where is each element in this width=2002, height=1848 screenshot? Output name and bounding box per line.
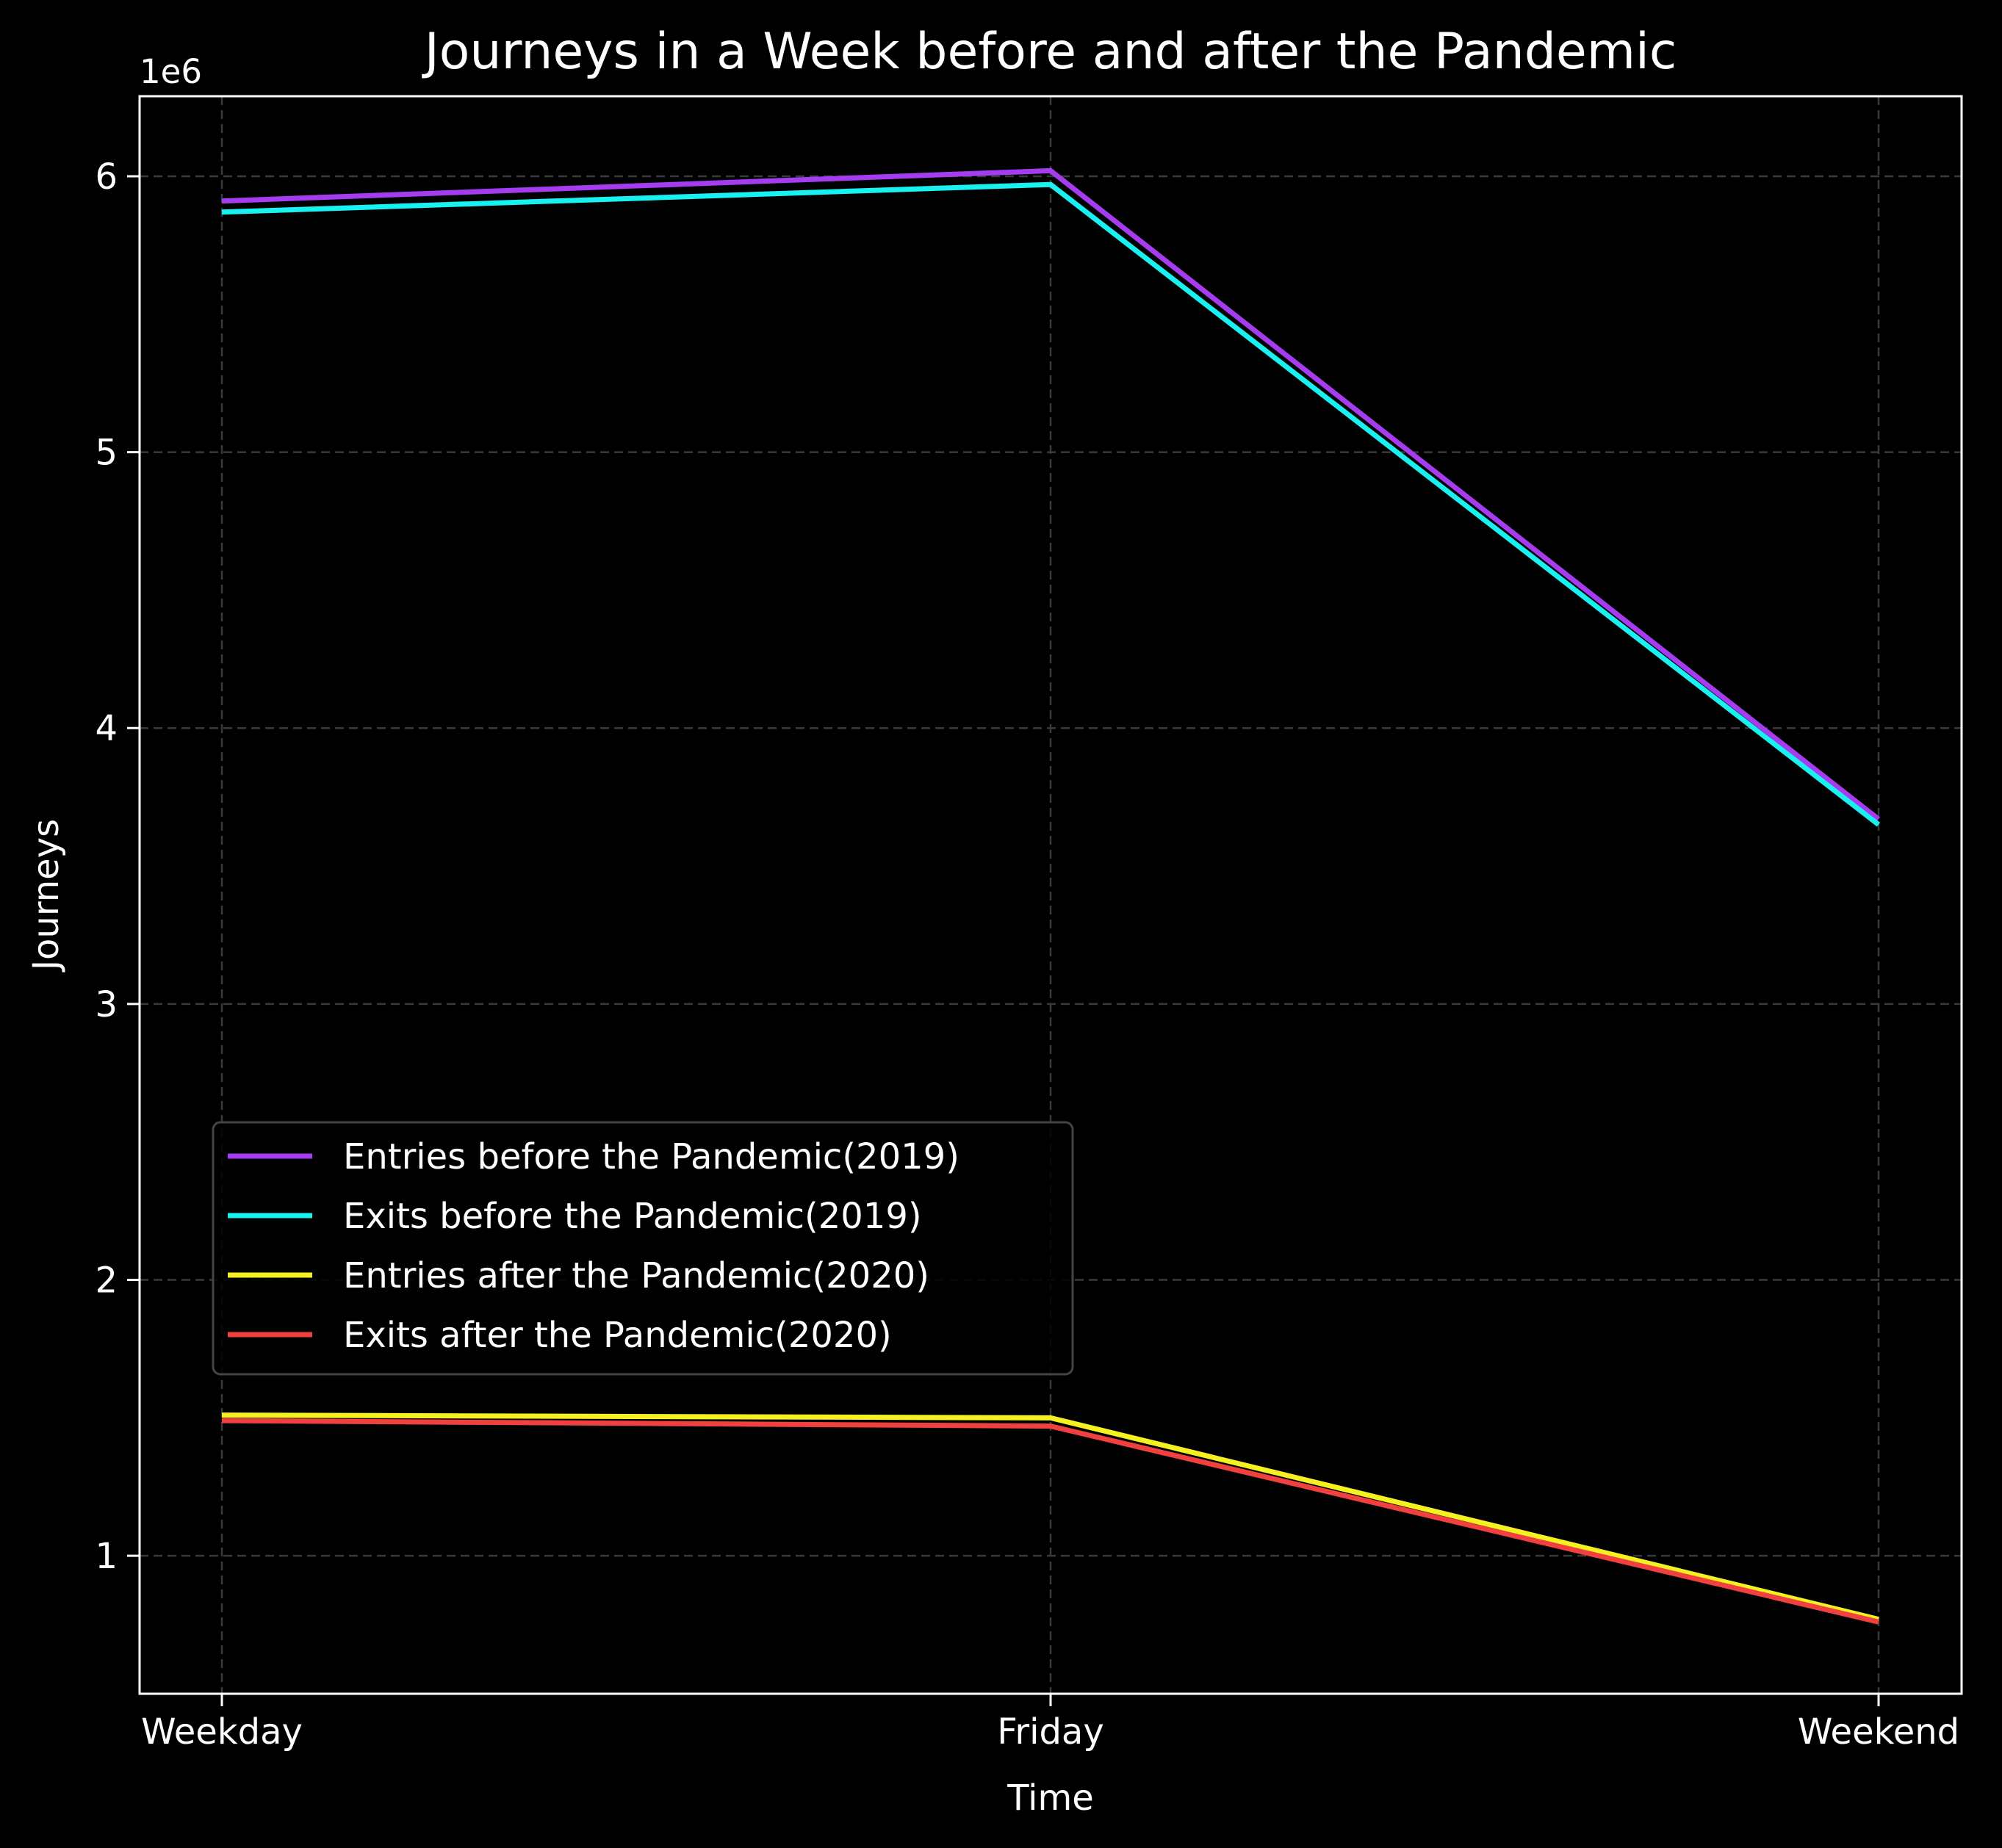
chart-title: Journeys in a Week before and after the …	[422, 23, 1677, 81]
y-axis-ticks: 1 2 3 4 5 6	[95, 156, 140, 1577]
x-axis-ticks: Weekday Friday Weekend	[141, 1694, 1959, 1753]
x-axis-label: Time	[1007, 1777, 1093, 1819]
series-lines	[221, 167, 1881, 1625]
y-tick-label: 4	[95, 708, 118, 749]
y-tick-label: 3	[95, 984, 118, 1025]
y-tick-label: 1	[95, 1536, 118, 1577]
legend: Entries before the Pandemic(2019) Exits b…	[212, 1121, 1074, 1376]
legend-box	[212, 1121, 1074, 1376]
y-tick-label: 5	[95, 433, 118, 474]
y-tick-label: 6	[95, 156, 118, 198]
legend-label: Exits before the Pandemic(2019)	[343, 1196, 922, 1237]
series-line-0	[221, 167, 1881, 821]
x-tick-label: Friday	[997, 1711, 1103, 1753]
y-tick-label: 2	[95, 1260, 118, 1302]
series-line-2	[221, 1412, 1879, 1623]
x-tick-label: Weekday	[141, 1711, 303, 1753]
series-line-1	[221, 181, 1881, 827]
legend-label: Entries after the Pandemic(2020)	[343, 1255, 929, 1296]
series-line-3	[221, 1418, 1879, 1625]
y-axis-label: Journeys	[26, 819, 67, 972]
x-tick-label: Weekend	[1798, 1711, 1959, 1753]
legend-label: Exits after the Pandemic(2020)	[343, 1315, 892, 1356]
legend-label: Entries before the Pandemic(2019)	[343, 1136, 959, 1177]
y-axis-offset-label: 1e6	[140, 52, 202, 91]
